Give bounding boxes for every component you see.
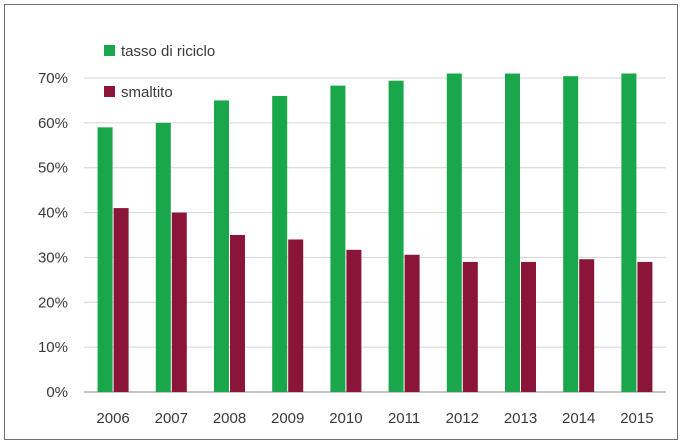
bars — [98, 74, 653, 392]
bar-smaltito-2006 — [114, 208, 129, 392]
y-tick-label: 20% — [38, 294, 68, 311]
bar-smaltito-2011 — [405, 255, 420, 392]
legend-label-smaltito: smaltito — [121, 84, 173, 101]
bar-tasso-di-riciclo-2013 — [505, 74, 520, 392]
bar-smaltito-2012 — [463, 262, 478, 392]
bar-smaltito-2009 — [288, 239, 303, 392]
y-tick-label: 70% — [38, 70, 68, 87]
y-axis-ticks: 0% 10% 20% 30% 40% 50% 60% 70% — [38, 70, 68, 401]
x-tick-label: 2011 — [388, 410, 420, 427]
bar-smaltito-2015 — [637, 262, 652, 392]
bar-smaltito-2013 — [521, 262, 536, 392]
bar-tasso-di-riciclo-2006 — [98, 127, 113, 392]
bar-smaltito-2007 — [172, 213, 187, 392]
bar-tasso-di-riciclo-2012 — [447, 74, 462, 392]
bar-tasso-di-riciclo-2014 — [563, 76, 578, 392]
x-tick-label: 2014 — [562, 410, 595, 427]
legend-swatch-tasso-di-riciclo — [104, 45, 115, 56]
x-tick-label: 2008 — [213, 410, 246, 427]
bar-tasso-di-riciclo-2015 — [621, 74, 636, 392]
bar-tasso-di-riciclo-2007 — [156, 123, 171, 392]
legend-label-tasso-di-riciclo: tasso di riciclo — [121, 43, 215, 60]
bar-tasso-di-riciclo-2009 — [272, 96, 287, 392]
y-tick-label: 40% — [38, 205, 68, 222]
x-tick-label: 2015 — [620, 410, 653, 427]
gridlines — [84, 78, 666, 392]
x-tick-label: 2006 — [96, 410, 129, 427]
legend: tasso di riciclo smaltito — [104, 43, 215, 101]
x-tick-label: 2007 — [155, 410, 188, 427]
y-tick-label: 30% — [38, 249, 68, 266]
legend-swatch-smaltito — [104, 86, 115, 97]
x-tick-label: 2010 — [329, 410, 362, 427]
x-axis-ticks: 2006 2007 2008 2009 2010 2011 2012 2013 2014 2015 — [96, 410, 653, 427]
bar-smaltito-2014 — [579, 259, 594, 392]
y-tick-label: 10% — [38, 339, 68, 356]
bar-tasso-di-riciclo-2011 — [389, 81, 404, 392]
y-tick-label: 50% — [38, 160, 68, 177]
y-tick-label: 0% — [46, 384, 68, 401]
bar-tasso-di-riciclo-2010 — [330, 86, 345, 392]
x-tick-label: 2013 — [504, 410, 537, 427]
y-tick-label: 60% — [38, 115, 68, 132]
x-tick-label: 2012 — [446, 410, 479, 427]
bar-smaltito-2010 — [346, 250, 361, 392]
x-tick-label: 2009 — [271, 410, 304, 427]
bar-smaltito-2008 — [230, 235, 245, 392]
bar-tasso-di-riciclo-2008 — [214, 100, 229, 392]
